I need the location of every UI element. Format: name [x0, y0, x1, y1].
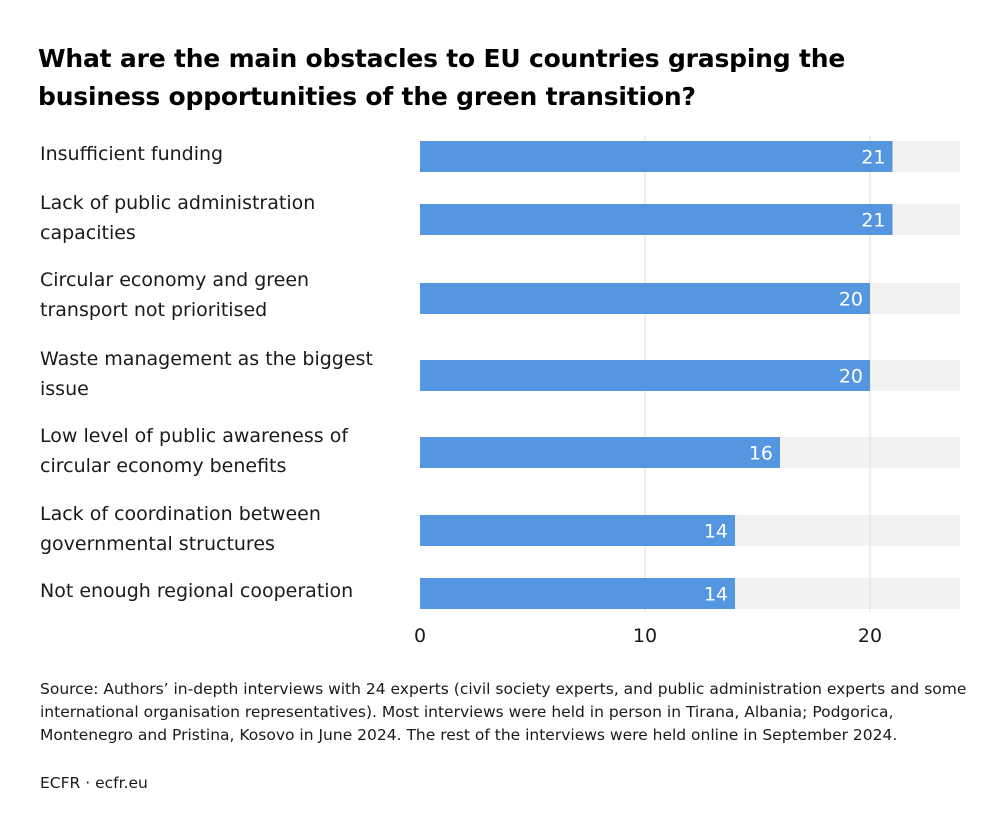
value-label: 21 [861, 147, 885, 169]
bar [420, 204, 893, 235]
category-label: Not enough regional cooperation [40, 580, 354, 602]
category-label: Circular economy and green transport not… [40, 269, 310, 321]
chart-title: What are the main obstacles to EU countr… [38, 44, 846, 111]
value-label: 20 [839, 289, 863, 311]
bar [420, 515, 735, 546]
value-label: 14 [704, 584, 728, 606]
bar [420, 360, 870, 391]
bar [420, 141, 893, 172]
credit-line: ECFR · ecfr.eu [40, 774, 148, 792]
source-note: Source: Authors’ in-depth interviews wit… [40, 680, 967, 744]
bar [420, 578, 735, 609]
category-label: Low level of public awareness of circula… [40, 425, 349, 477]
bar [420, 437, 780, 468]
x-tick-label: 0 [414, 625, 426, 647]
category-label: Lack of public administration capacities [40, 192, 316, 244]
value-label: 16 [749, 443, 773, 465]
value-label: 21 [861, 210, 885, 232]
category-label: Lack of coordination between governmenta… [40, 503, 321, 555]
x-tick-label: 10 [633, 625, 657, 647]
category-label: Waste management as the biggest issue [40, 348, 373, 400]
value-label: 20 [839, 366, 863, 388]
x-tick-label: 20 [858, 625, 882, 647]
bar [420, 283, 870, 314]
category-label: Insufficient funding [40, 143, 224, 165]
value-label: 14 [704, 521, 728, 543]
